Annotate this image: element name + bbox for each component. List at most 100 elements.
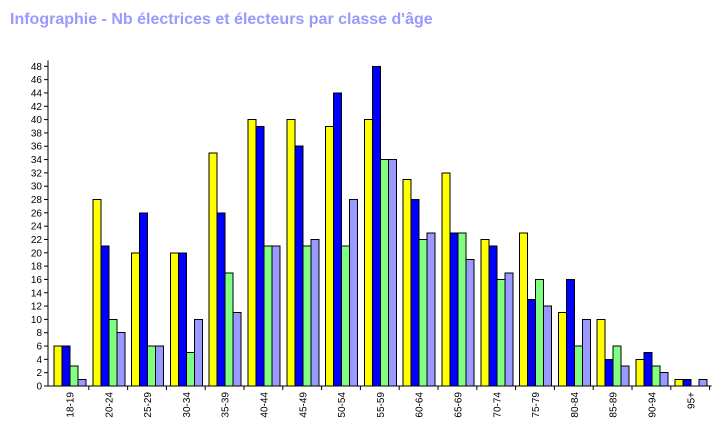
y-tick-label: 36 xyxy=(31,142,43,153)
bar xyxy=(457,232,467,387)
y-tick-label: 48 xyxy=(31,62,43,73)
bar xyxy=(682,378,692,387)
bar xyxy=(302,245,312,387)
y-tick-label: 8 xyxy=(36,328,42,339)
x-tick-label: 18-19 xyxy=(66,392,77,418)
x-tick-label: 60-64 xyxy=(415,392,426,418)
x-tick-label: 95+ xyxy=(686,392,697,409)
bar xyxy=(208,152,218,387)
y-tick-label: 38 xyxy=(31,128,43,139)
bar xyxy=(441,172,451,387)
x-tick-label: 35-39 xyxy=(221,392,232,418)
y-tick-label: 40 xyxy=(31,115,43,126)
x-tick-label: 50-54 xyxy=(337,392,348,418)
y-tick-label: 14 xyxy=(31,288,43,299)
y-tick-label: 28 xyxy=(31,195,43,206)
chart-title: Infographie - Nb électrices et électeurs… xyxy=(10,11,433,28)
bar xyxy=(371,65,381,387)
bar xyxy=(349,199,359,387)
bar xyxy=(449,232,459,387)
bar xyxy=(596,318,606,387)
y-tick-label: 24 xyxy=(31,222,43,233)
bar xyxy=(363,119,373,387)
y-tick-label: 18 xyxy=(31,262,43,273)
bar xyxy=(185,352,195,387)
bar xyxy=(504,272,514,387)
y-tick-label: 20 xyxy=(31,248,43,259)
bar xyxy=(216,212,226,387)
bar xyxy=(294,145,304,387)
bar xyxy=(131,252,141,387)
bar xyxy=(519,232,529,387)
x-tick-label: 25-29 xyxy=(143,392,154,418)
bar xyxy=(139,212,149,387)
bar xyxy=(177,252,187,387)
y-tick-label: 16 xyxy=(31,275,43,286)
bar xyxy=(61,345,71,387)
bar xyxy=(465,258,475,387)
y-tick-label: 46 xyxy=(31,75,43,86)
x-tick-label: 85-89 xyxy=(609,392,620,418)
bar xyxy=(100,245,110,387)
x-tick-label: 70-74 xyxy=(492,392,503,418)
bar xyxy=(480,238,490,387)
bar xyxy=(573,345,583,387)
bar xyxy=(341,245,351,387)
bar xyxy=(193,318,203,387)
bar xyxy=(418,238,428,387)
y-tick-label: 30 xyxy=(31,182,43,193)
y-tick-label: 22 xyxy=(31,235,43,246)
bar xyxy=(557,312,567,387)
bar xyxy=(247,119,257,387)
bar xyxy=(53,345,63,387)
y-tick-label: 34 xyxy=(31,155,43,166)
y-tick-label: 4 xyxy=(36,355,42,366)
bar xyxy=(108,318,118,387)
bar xyxy=(488,245,498,387)
bar xyxy=(147,345,157,387)
x-tick-label: 75-79 xyxy=(531,392,542,418)
y-tick-label: 6 xyxy=(36,342,42,353)
bar xyxy=(535,278,545,387)
x-tick-label: 80-84 xyxy=(570,392,581,418)
bar xyxy=(527,298,537,387)
bar xyxy=(581,318,591,387)
x-tick-label: 30-34 xyxy=(182,392,193,418)
x-tick-label: 20-24 xyxy=(104,392,115,418)
bar xyxy=(565,278,575,387)
bar xyxy=(310,238,320,387)
bar xyxy=(651,365,661,387)
x-tick-label: 90-94 xyxy=(648,392,659,418)
x-tick-label: 55-59 xyxy=(376,392,387,418)
x-tick-label: 45-49 xyxy=(298,392,309,418)
bar xyxy=(496,278,506,387)
y-tick-label: 2 xyxy=(36,368,42,379)
bar xyxy=(77,378,87,387)
bar xyxy=(286,119,296,387)
bar xyxy=(426,232,436,387)
y-tick-label: 32 xyxy=(31,168,43,179)
bar xyxy=(402,179,412,387)
bar xyxy=(674,378,684,387)
y-tick-label: 10 xyxy=(31,315,43,326)
bar xyxy=(92,199,102,387)
y-tick-label: 26 xyxy=(31,208,43,219)
bar xyxy=(116,332,126,387)
bar xyxy=(232,312,242,387)
bar xyxy=(659,372,669,387)
bar xyxy=(635,358,645,387)
y-tick-label: 44 xyxy=(31,88,43,99)
y-tick-label: 42 xyxy=(31,102,43,113)
bar xyxy=(543,305,553,387)
bar xyxy=(169,252,179,387)
x-tick-label: 65-69 xyxy=(454,392,465,418)
bar xyxy=(224,272,234,387)
y-tick-label: 12 xyxy=(31,302,43,313)
bar xyxy=(387,159,397,387)
bar xyxy=(643,352,653,387)
bar xyxy=(620,365,630,387)
bar xyxy=(604,358,614,387)
y-tick-label: 0 xyxy=(36,382,42,393)
